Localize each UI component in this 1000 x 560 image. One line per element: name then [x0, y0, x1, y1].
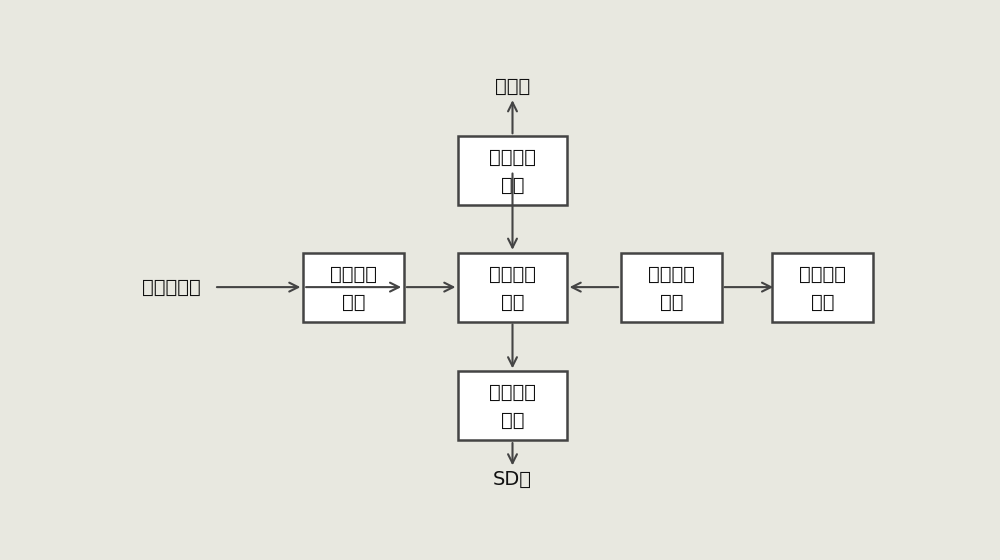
- Bar: [458, 253, 567, 321]
- Text: SD卡: SD卡: [493, 469, 532, 488]
- Text: 显示器: 显示器: [495, 77, 530, 96]
- Text: 图像采集: 图像采集: [330, 265, 377, 284]
- Text: 逻辑控制: 逻辑控制: [489, 265, 536, 284]
- Text: 实时显示: 实时显示: [489, 148, 536, 167]
- Text: 图像存储: 图像存储: [489, 383, 536, 402]
- Text: 模块: 模块: [811, 293, 834, 312]
- Text: 模块: 模块: [501, 176, 524, 195]
- Text: 图像压缩: 图像压缩: [799, 265, 846, 284]
- Text: 火焰探测器: 火焰探测器: [142, 278, 201, 297]
- Text: 模块: 模块: [501, 411, 524, 430]
- Bar: [772, 253, 873, 321]
- Text: 模块: 模块: [501, 293, 524, 312]
- Bar: [458, 371, 567, 440]
- Text: 模块: 模块: [660, 293, 683, 312]
- Text: 高速传输: 高速传输: [648, 265, 695, 284]
- Bar: [303, 253, 404, 321]
- Bar: [621, 253, 722, 321]
- Bar: [458, 136, 567, 205]
- Text: 模块: 模块: [342, 293, 365, 312]
